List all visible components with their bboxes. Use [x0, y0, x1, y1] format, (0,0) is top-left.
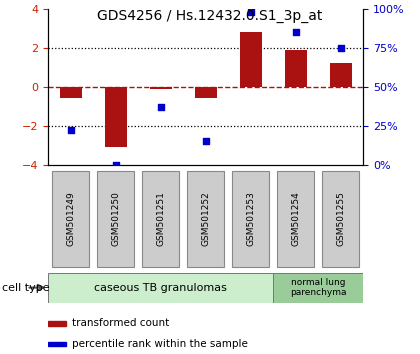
- FancyBboxPatch shape: [323, 171, 359, 267]
- Text: GSM501251: GSM501251: [156, 191, 165, 246]
- Text: GSM501254: GSM501254: [291, 191, 300, 246]
- Bar: [285, 50, 307, 87]
- Text: caseous TB granulomas: caseous TB granulomas: [94, 282, 227, 293]
- Text: normal lung
parenchyma: normal lung parenchyma: [290, 278, 346, 297]
- Point: [158, 104, 164, 110]
- Bar: [60, 87, 82, 98]
- FancyBboxPatch shape: [277, 171, 314, 267]
- Text: GSM501252: GSM501252: [201, 191, 210, 246]
- Point: [292, 29, 299, 35]
- Point: [113, 162, 119, 167]
- FancyBboxPatch shape: [97, 171, 134, 267]
- Bar: [48, 321, 66, 326]
- Text: GDS4256 / Hs.12432.0.S1_3p_at: GDS4256 / Hs.12432.0.S1_3p_at: [97, 9, 323, 23]
- FancyBboxPatch shape: [142, 171, 179, 267]
- Point: [202, 138, 209, 144]
- Bar: [48, 342, 66, 346]
- Point: [247, 9, 254, 15]
- Text: cell type: cell type: [2, 282, 50, 293]
- FancyBboxPatch shape: [232, 171, 269, 267]
- Text: GSM501253: GSM501253: [246, 191, 255, 246]
- Bar: [239, 32, 262, 87]
- FancyBboxPatch shape: [48, 273, 273, 303]
- FancyBboxPatch shape: [273, 273, 363, 303]
- Text: GSM501250: GSM501250: [111, 191, 120, 246]
- FancyBboxPatch shape: [187, 171, 224, 267]
- Point: [337, 45, 344, 51]
- Bar: [194, 87, 217, 98]
- Text: transformed count: transformed count: [72, 318, 169, 328]
- Text: GSM501249: GSM501249: [66, 191, 75, 246]
- Point: [68, 127, 74, 133]
- Bar: [105, 87, 127, 147]
- Text: GSM501255: GSM501255: [336, 191, 345, 246]
- Bar: [150, 87, 172, 88]
- Bar: [330, 63, 352, 87]
- Text: percentile rank within the sample: percentile rank within the sample: [72, 339, 248, 349]
- FancyBboxPatch shape: [52, 171, 89, 267]
